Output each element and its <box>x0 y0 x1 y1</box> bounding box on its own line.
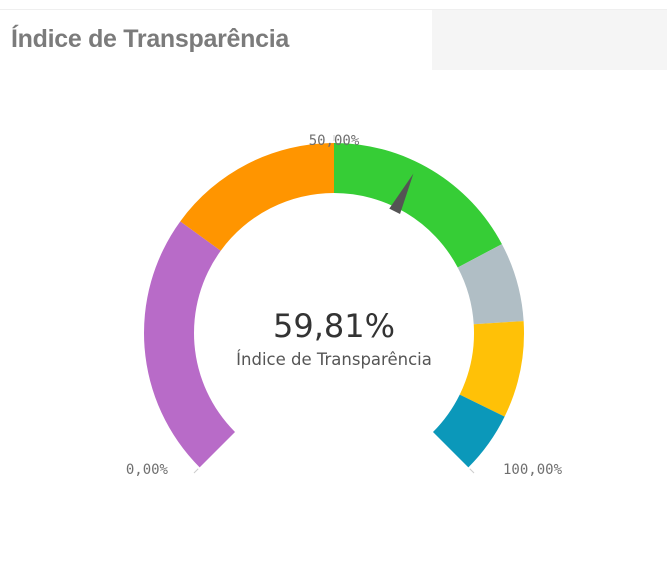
gauge-measure-label: Índice de Transparência <box>236 350 432 369</box>
gauge-ticks <box>193 135 475 474</box>
gauge-segment-2[interactable] <box>180 143 334 251</box>
gauge-needle-layer <box>389 173 414 214</box>
header-background <box>432 10 667 70</box>
gauge-value: 59,81% <box>273 307 395 345</box>
gauge-segments <box>143 143 524 468</box>
gauge-segment-4[interactable] <box>457 244 524 325</box>
gauge-segment-6[interactable] <box>432 394 505 468</box>
tick-mark-min <box>193 468 199 474</box>
tick-mark-max <box>469 468 475 474</box>
tick-label-max: 100,00% <box>503 462 563 478</box>
gauge-needle <box>389 173 414 214</box>
top-divider <box>0 9 667 10</box>
tick-label-min: 0,00% <box>126 462 169 478</box>
panel-title: Índice de Transparência <box>11 25 289 53</box>
gauge-segment-3[interactable] <box>334 143 502 268</box>
tick-label-mid: 50,00% <box>309 133 360 149</box>
gauge-segment-1[interactable] <box>143 221 236 468</box>
gauge-segment-5[interactable] <box>459 321 524 417</box>
